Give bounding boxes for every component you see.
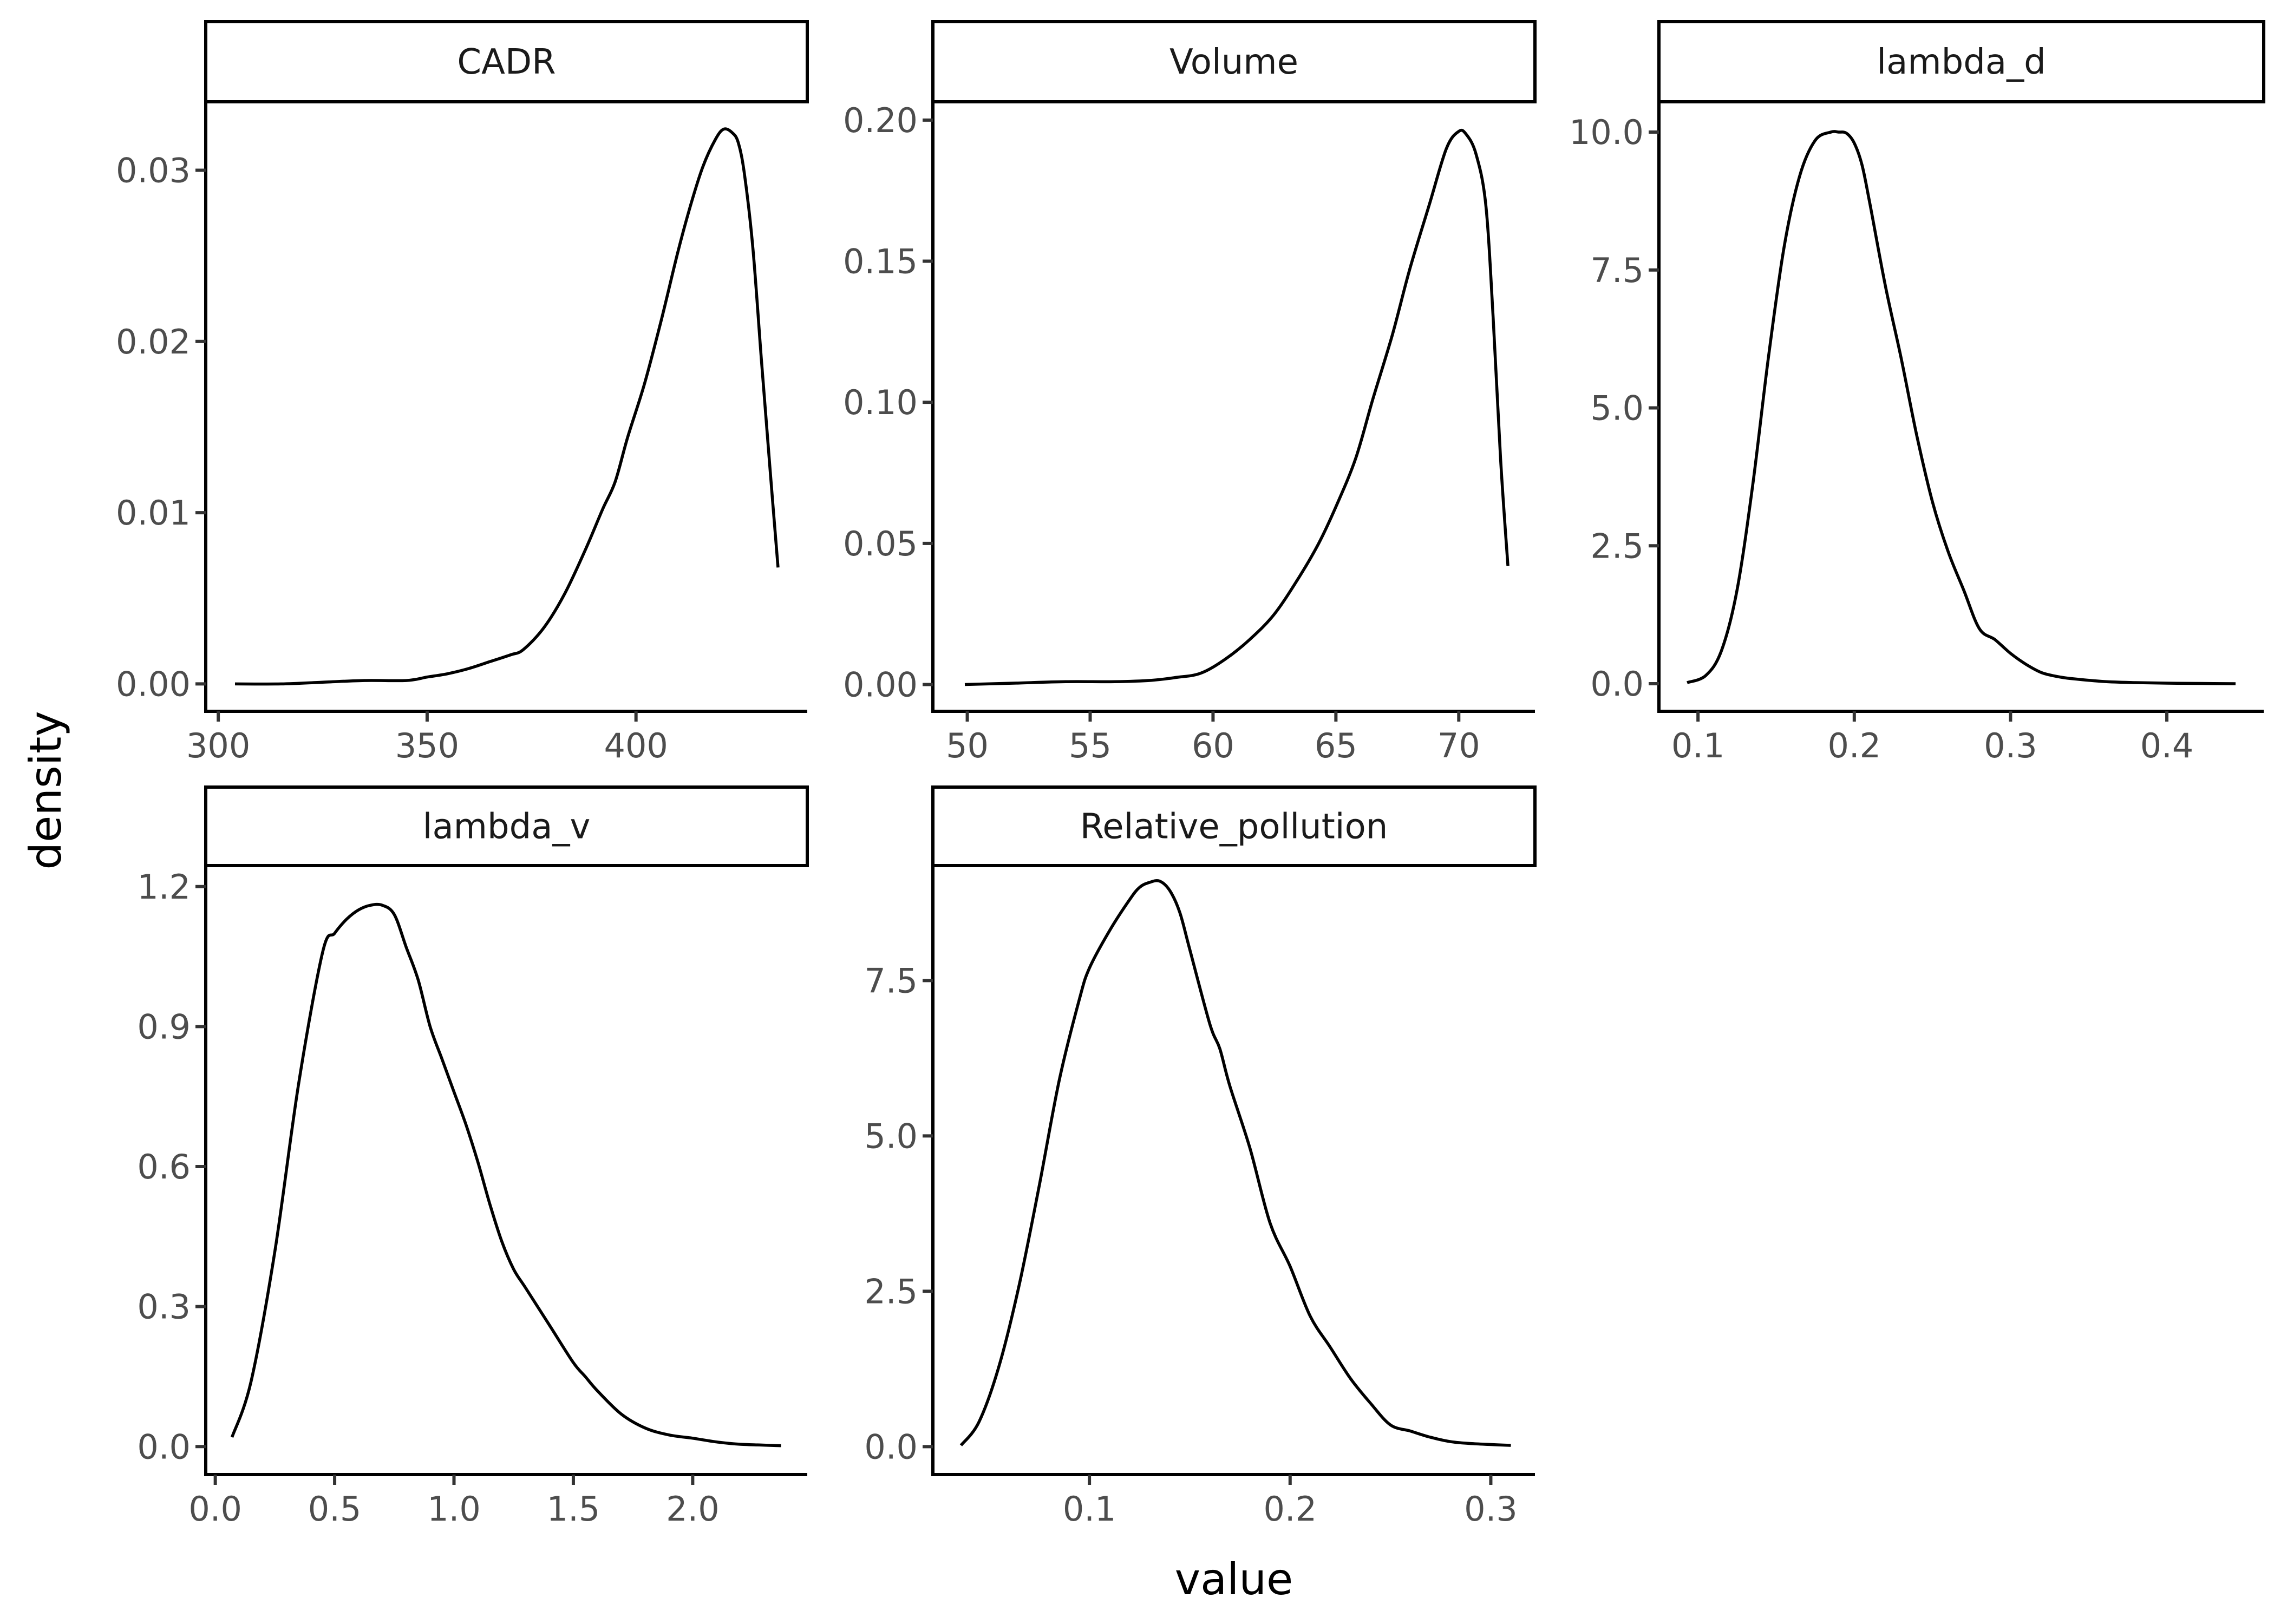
- facet-strip-label: lambda_d: [1877, 42, 2046, 82]
- y-tick-label: 0.15: [843, 242, 918, 281]
- facet-panel: lambda_v 0.0 0.3 0.6 0.9 1.2 0.0 0.5 1.0 1.5 2.0: [137, 785, 809, 1529]
- x-tick-label: 60: [1192, 726, 1234, 765]
- y-tick-label: 0.01: [116, 493, 191, 533]
- y-tick-label: 0.20: [843, 101, 918, 140]
- x-tick-label: 300: [186, 726, 250, 765]
- y-tick-label: 1.2: [137, 867, 191, 907]
- density-curve: [234, 127, 780, 686]
- facet-strip: [931, 20, 1537, 103]
- y-tick-label: 0.3: [137, 1287, 191, 1327]
- y-tick-label: 0.03: [116, 151, 191, 191]
- x-tick-label: 50: [946, 726, 989, 765]
- y-tick-label: 2.5: [1590, 526, 1644, 566]
- y-tick-label: 0.10: [843, 383, 918, 422]
- facet-panel: Relative_pollution 0.0 2.5 5.0 7.5 0.1 0.2 0.3: [864, 785, 1537, 1529]
- y-tick-label: 7.5: [864, 961, 918, 1000]
- y-tick-label: 7.5: [1590, 251, 1644, 290]
- x-tick-label: 400: [604, 726, 668, 765]
- facet-strip-label: Volume: [1169, 42, 1298, 82]
- density-curve: [230, 902, 781, 1448]
- y-tick-label: 0.00: [116, 664, 191, 704]
- facet-strip: [1657, 20, 2265, 103]
- y-tick-label: 0.6: [137, 1147, 191, 1187]
- y-tick-label: 5.0: [864, 1116, 918, 1156]
- y-tick-label: 0.05: [843, 524, 918, 564]
- x-tick-label: 2.0: [666, 1489, 720, 1529]
- facet-panel: CADR 0.00 0.01 0.02 0.03 300 350 400: [116, 20, 809, 765]
- x-tick-label: 0.1: [1063, 1489, 1116, 1529]
- y-tick-label: 5.0: [1590, 389, 1644, 428]
- facet-strip-label: Relative_pollution: [1080, 807, 1388, 847]
- x-axis-title: value: [1175, 1554, 1293, 1605]
- x-tick-label: 0.2: [1263, 1489, 1317, 1529]
- y-tick-label: 0.0: [864, 1427, 918, 1466]
- x-tick-label: 0.0: [188, 1489, 242, 1529]
- x-tick-label: 1.5: [547, 1489, 600, 1529]
- x-tick-label: 0.1: [1671, 726, 1725, 765]
- x-tick-label: 55: [1069, 726, 1112, 765]
- y-tick-label: 0.02: [116, 322, 191, 362]
- x-tick-label: 0.2: [1827, 726, 1881, 765]
- density-curve: [1687, 130, 2236, 685]
- y-tick-label: 10.0: [1569, 113, 1644, 152]
- x-tick-label: 65: [1315, 726, 1357, 765]
- x-tick-label: 350: [395, 726, 459, 765]
- facet-panel: Volume 0.00 0.05 0.10 0.15 0.20 50 55 60 65 70: [843, 20, 1537, 765]
- facet-strip: [204, 785, 809, 867]
- x-tick-label: 70: [1437, 726, 1480, 765]
- facet-strip-label: CADR: [457, 42, 556, 82]
- x-tick-label: 0.4: [2140, 726, 2194, 765]
- x-tick-label: 0.3: [1464, 1489, 1518, 1529]
- y-tick-label: 0.0: [137, 1427, 191, 1466]
- y-tick-label: 0.0: [1590, 664, 1644, 704]
- facet-strip: [931, 785, 1537, 867]
- density-curve: [959, 879, 1511, 1447]
- x-tick-label: 1.0: [427, 1489, 481, 1529]
- density-curve: [964, 128, 1510, 686]
- y-tick-label: 0.00: [843, 665, 918, 704]
- x-tick-label: 0.3: [1984, 726, 2037, 765]
- facet-panel: lambda_d 0.0 2.5 5.0 7.5 10.0 0.1 0.2 0.3 0.4: [1569, 20, 2265, 765]
- facet-strip: [204, 20, 809, 103]
- x-tick-label: 0.5: [308, 1489, 362, 1529]
- y-axis-title: density: [21, 711, 71, 869]
- y-tick-label: 0.9: [137, 1007, 191, 1046]
- facet-strip-label: lambda_v: [423, 807, 591, 847]
- y-tick-label: 2.5: [864, 1272, 918, 1311]
